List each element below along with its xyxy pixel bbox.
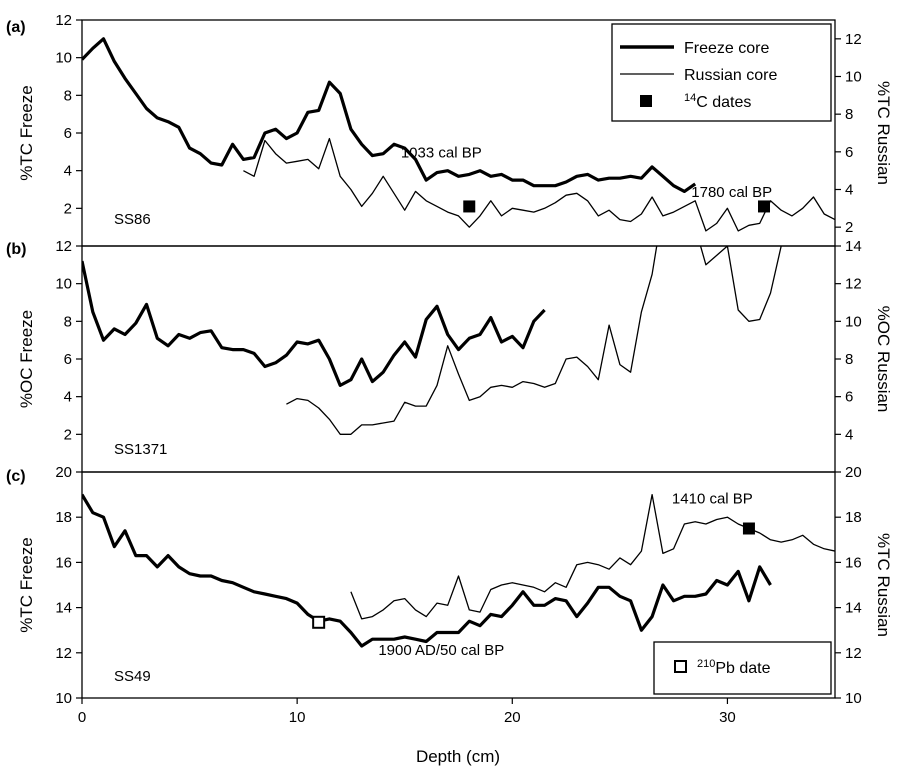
y-tick-label-left: 6	[64, 351, 72, 368]
y-tick-label-right: 4	[845, 182, 853, 199]
legend-russian-label: Russian core	[684, 67, 777, 84]
x-tick-label: 10	[289, 709, 306, 726]
series-freeze-core	[82, 260, 546, 387]
legend-14c-marker	[640, 95, 652, 107]
panel-b-label: (b)	[6, 241, 26, 258]
marker-14c-date	[463, 200, 476, 213]
series-freeze-core	[82, 37, 697, 193]
y-tick-label-left: 6	[64, 125, 72, 142]
y-tick-label-right: 2	[845, 219, 853, 236]
panel-c-frame	[81, 471, 836, 699]
series-russian-core	[243, 137, 835, 232]
panel-a-ylabel-right: %TC Russian	[874, 81, 893, 185]
y-tick-label-left: 2	[64, 426, 72, 443]
y-tick-label-right: 18	[845, 509, 862, 526]
y-tick-label-right: 16	[845, 554, 862, 571]
legend-14c-label: 14C dates	[684, 92, 751, 111]
y-tick-label-left: 10	[55, 690, 72, 707]
y-tick-label-right: 12	[845, 31, 862, 48]
y-tick-label-right: 4	[845, 426, 853, 443]
y-tick-label-left: 12	[55, 12, 72, 29]
panel-a-ylabel-left: %TC Freeze	[17, 85, 36, 180]
panel-b-ylabel-right: %OC Russian	[874, 306, 893, 413]
y-tick-label-left: 2	[64, 200, 72, 217]
y-tick-label-left: 8	[64, 313, 72, 330]
y-tick-label-right: 10	[845, 313, 862, 330]
annotation-label: 1033 cal BP	[401, 144, 482, 161]
annotation-label: 1410 cal BP	[672, 491, 753, 508]
y-tick-label-right: 12	[845, 645, 862, 662]
panel-c: (c) %TC Freeze %TC Russian SS49	[6, 468, 893, 699]
series-group	[82, 37, 835, 232]
y-tick-label-right: 10	[845, 69, 862, 86]
marker-14c-date	[742, 522, 755, 535]
panel-c-label: (c)	[6, 468, 26, 485]
legend-14c-text: C dates	[696, 94, 751, 111]
y-tick-label-left: 14	[55, 600, 72, 617]
y-tick-label-left: 12	[55, 238, 72, 255]
legend-pb-text: Pb date	[715, 660, 770, 677]
marker-210pb-date	[312, 615, 326, 629]
y-tick-label-right: 12	[845, 276, 862, 293]
series-group	[82, 246, 782, 435]
annotation-label: 1780 cal BP	[691, 184, 772, 201]
series-freeze-core	[82, 493, 772, 648]
y-tick-label-left: 10	[55, 276, 72, 293]
y-tick-label-right: 14	[845, 238, 862, 255]
y-tick-label-left: 10	[55, 50, 72, 67]
x-tick-label: 20	[504, 709, 521, 726]
legend-pb-super: 210	[697, 658, 715, 670]
plot-layer: 2 4 6 8 10 12 2 4 6 8 10 12 1033 cal BP 1780 cal BP 2 4…	[55, 12, 861, 726]
y-tick-label-left: 4	[64, 389, 72, 406]
y-tick-label-left: 16	[55, 554, 72, 571]
annotation-label: 1900 AD/50 cal BP	[378, 642, 504, 659]
panel-c-legend: 210Pb date	[653, 641, 832, 695]
legend-freeze-label: Freeze core	[684, 40, 769, 57]
legend-pb-marker	[674, 660, 687, 673]
x-axis-label: Depth (cm)	[416, 747, 500, 766]
x-axis: 0 10 20 30	[78, 698, 736, 726]
y-tick-label-left: 8	[64, 87, 72, 104]
panel-a-site-label: SS86	[114, 211, 151, 228]
panel-b-site-label: SS1371	[114, 441, 167, 458]
y-tick-label-right: 6	[845, 389, 853, 406]
series-group	[82, 493, 835, 648]
panel-2-plot: 10 12 14 16 18 20 10 12 14 16 18 20 1410 cal BP 1900 …	[55, 464, 861, 707]
panel-a-legend: Freeze core Russian core 14C dates	[611, 23, 832, 122]
panel-c-site-label: SS49	[114, 668, 151, 685]
x-tick-label: 0	[78, 709, 86, 726]
panel-b-ylabel-left: %OC Freeze	[17, 310, 36, 408]
series-russian-core	[350, 493, 835, 620]
series-russian-core	[286, 246, 782, 435]
x-tick-label: 30	[719, 709, 736, 726]
panel-1-plot: 2 4 6 8 10 12 4 6 8 10 12 14	[55, 238, 862, 443]
y-tick-label-right: 6	[845, 144, 853, 161]
panel-c-ylabel-right: %TC Russian	[874, 533, 893, 637]
y-tick-label-left: 12	[55, 645, 72, 662]
y-tick-label-right: 20	[845, 464, 862, 481]
y-tick-label-right: 10	[845, 690, 862, 707]
y-tick-label-right: 14	[845, 600, 862, 617]
panel-b: (b) %OC Freeze %OC Russian SS1371	[6, 241, 893, 473]
y-tick-label-left: 18	[55, 509, 72, 526]
y-tick-label-right: 8	[845, 351, 853, 368]
legend-pb-label: 210Pb date	[697, 658, 771, 677]
y-tick-label-right: 8	[845, 106, 853, 123]
marker-14c-date	[758, 200, 771, 213]
panel-0-plot: 2 4 6 8 10 12 2 4 6 8 10 12 1033 cal BP 1780 cal BP	[55, 12, 861, 236]
panel-a-label: (a)	[6, 19, 26, 36]
y-tick-label-left: 20	[55, 464, 72, 481]
legend-14c-super: 14	[684, 92, 696, 104]
panel-c-ylabel-left: %TC Freeze	[17, 537, 36, 632]
y-tick-label-left: 4	[64, 163, 72, 180]
panel-b-frame	[81, 245, 836, 473]
